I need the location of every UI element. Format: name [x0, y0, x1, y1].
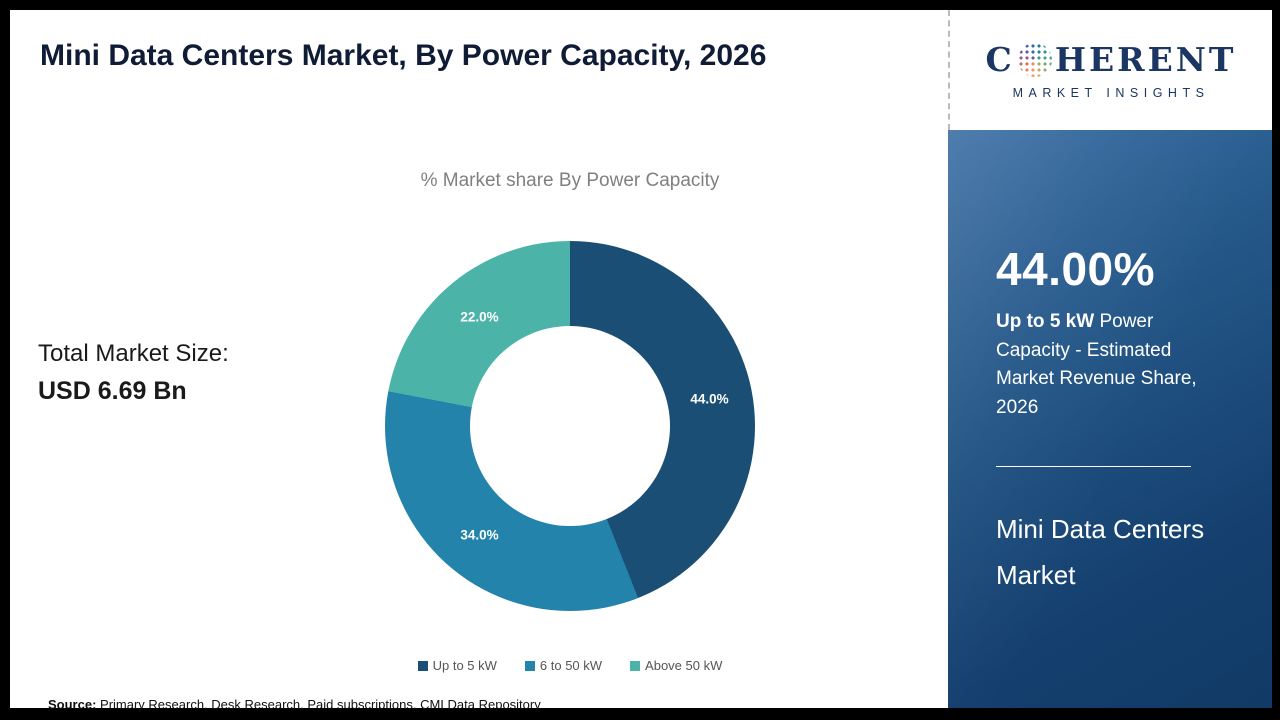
brand-logo: C HERENT MARKET INSIGHTS [948, 10, 1272, 130]
sidebar-divider [996, 466, 1191, 467]
total-market-value: USD 6.69 Bn [38, 377, 187, 406]
legend-swatch [524, 660, 535, 671]
brand-logo-letter-c: C [985, 40, 1015, 79]
chart-legend: Up to 5 kW 6 to 50 kW Above 50 kW [190, 658, 950, 673]
page-title: Mini Data Centers Market, By Power Capac… [40, 39, 767, 72]
legend-item: Up to 5 kW [417, 658, 497, 673]
market-name: Mini Data Centers Market [996, 514, 1205, 590]
source-label: Source: [48, 697, 97, 712]
brand-logo-word-rest: HERENT [1054, 40, 1237, 79]
slice-label: 22.0% [460, 309, 499, 325]
total-market-size: Total Market Size: USD 6.69 Bn [38, 335, 318, 411]
globe-logo-icon [1017, 42, 1052, 77]
donut-hole [470, 326, 670, 526]
slice-label: 44.0% [690, 391, 729, 407]
sidebar: C HERENT MARKET INSIGHTS 44.00% Up to 5 … [948, 10, 1272, 708]
source-line: Source: Primary Research, Desk Research,… [48, 697, 928, 712]
legend-item: 6 to 50 kW [524, 658, 603, 673]
stat-value: 44.00% [996, 243, 1156, 295]
source-text: Primary Research, Desk Research, Paid su… [96, 697, 541, 712]
legend-item: Above 50 kW [630, 658, 722, 673]
total-market-label: Total Market Size: [38, 340, 229, 367]
legend-label: Up to 5 kW [432, 658, 497, 673]
stat-highlight: Up to 5 kW [996, 311, 1095, 332]
stat-rest: Power Capacity - Estimated Market Revenu… [996, 311, 1197, 418]
legend-swatch [630, 660, 641, 671]
legend-label: 6 to 50 kW [539, 658, 603, 673]
brand-logo-word: C HERENT [986, 40, 1237, 79]
donut-chart-wrapper: 44.0% 34.0% 22.0% [385, 241, 755, 611]
legend-swatch [417, 660, 428, 671]
slice-label: 34.0% [460, 527, 499, 543]
stat-description: Up to 5 kW Power Capacity - Estimated Ma… [996, 308, 1231, 422]
sidebar-highlight-panel: 44.00% Up to 5 kW Power Capacity - Estim… [948, 130, 1272, 708]
main-content-area: Mini Data Centers Market, By Power Capac… [10, 10, 950, 712]
chart-subtitle: % Market share By Power Capacity [420, 170, 720, 191]
legend-label: Above 50 kW [645, 658, 723, 673]
brand-tagline: MARKET INSIGHTS [1012, 86, 1210, 100]
